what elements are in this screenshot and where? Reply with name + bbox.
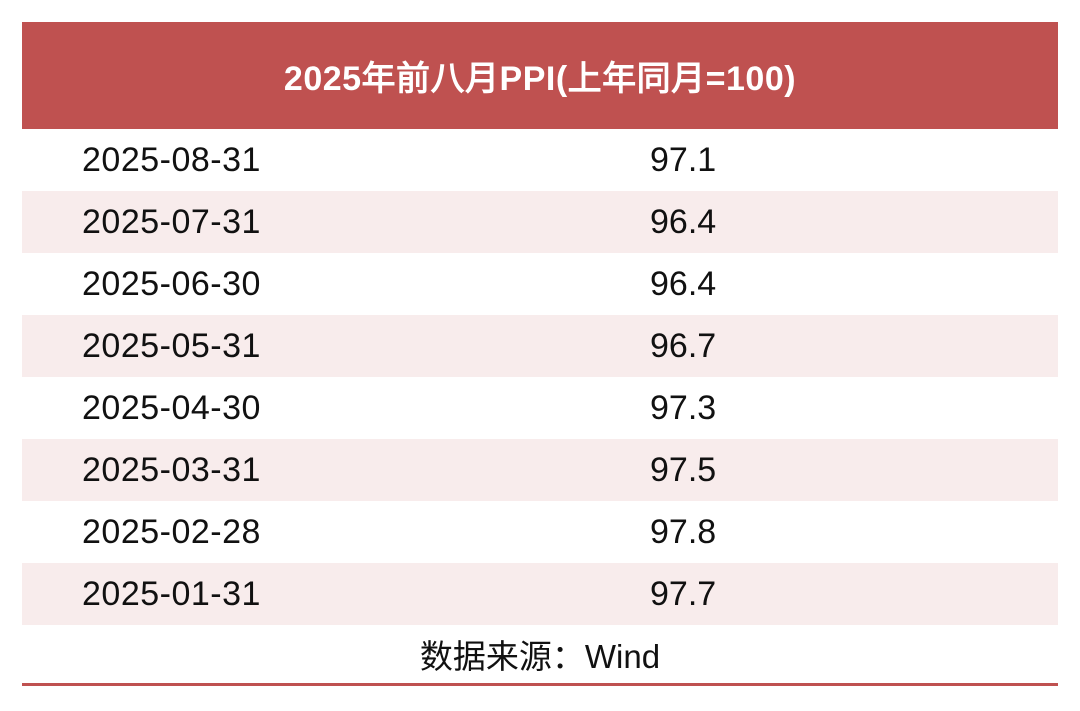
date-cell: 2025-05-31 [82, 326, 261, 365]
date-cell: 2025-01-31 [82, 574, 261, 613]
data-source-label: 数据来源：Wind [419, 638, 661, 675]
table-row: 2025-03-31 97.5 [22, 439, 1058, 501]
value-cell: 97.1 [650, 140, 717, 179]
table-row: 2025-02-28 97.8 [22, 501, 1058, 563]
date-cell: 2025-03-31 [82, 450, 261, 489]
table-row: 2025-06-30 96.4 [22, 253, 1058, 315]
value-cell: 97.3 [650, 388, 717, 427]
table-row: 2025-04-30 97.3 [22, 377, 1058, 439]
value-cell: 97.7 [650, 574, 717, 613]
value-cell: 96.4 [650, 264, 717, 303]
date-cell: 2025-07-31 [82, 202, 261, 241]
date-cell: 2025-04-30 [82, 388, 261, 427]
date-cell: 2025-02-28 [82, 512, 261, 551]
bottom-divider [22, 683, 1058, 686]
table-row: 2025-08-31 97.1 [22, 129, 1058, 191]
table-row: 2025-01-31 97.7 [22, 563, 1058, 625]
data-table: 2025-08-31 97.1 2025-07-31 96.4 2025-06-… [22, 129, 1058, 625]
value-cell: 97.8 [650, 512, 717, 551]
value-cell: 96.7 [650, 326, 717, 365]
table-title: 2025年前八月PPI(上年同月=100) [283, 60, 797, 98]
footer-source-row: 数据来源：Wind [22, 625, 1058, 683]
table-row: 2025-05-31 96.7 [22, 315, 1058, 377]
value-cell: 97.5 [650, 450, 717, 489]
date-cell: 2025-06-30 [82, 264, 261, 303]
table-row: 2025-07-31 96.4 [22, 191, 1058, 253]
value-cell: 96.4 [650, 202, 717, 241]
date-cell: 2025-08-31 [82, 140, 261, 179]
ppi-table-card: 2025年前八月PPI(上年同月=100) 2025-08-31 97.1 20… [22, 22, 1058, 686]
header-banner: 2025年前八月PPI(上年同月=100) [22, 22, 1058, 129]
